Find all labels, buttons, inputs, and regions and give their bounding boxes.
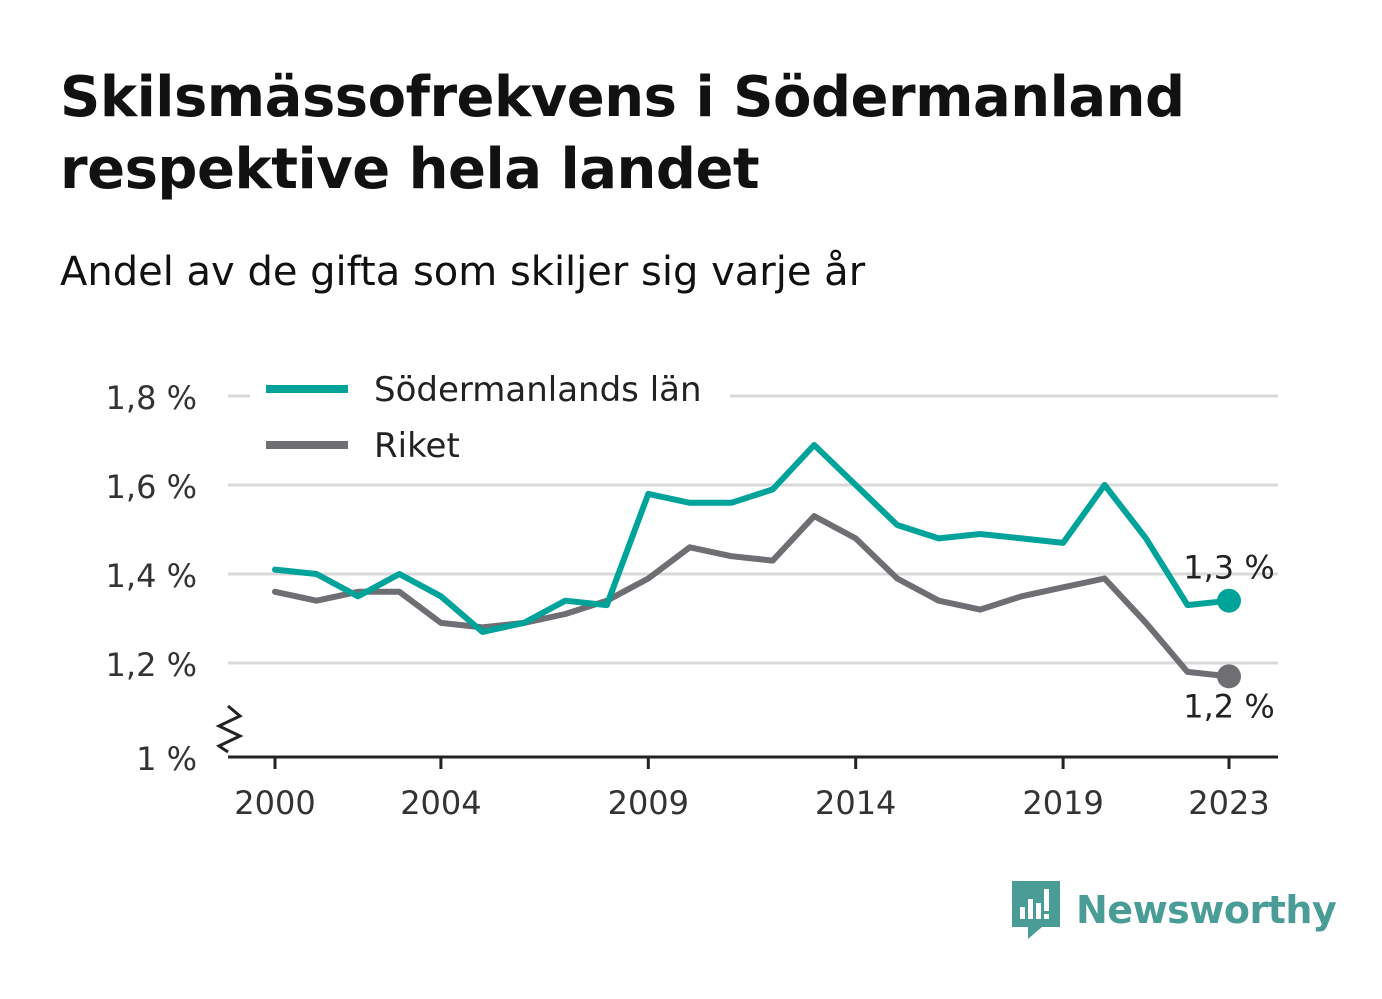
brand-name: Newsworthy	[1076, 888, 1337, 932]
x-tick-label: 2000	[234, 784, 315, 822]
y-tick-label: 1,6 %	[106, 468, 197, 506]
series	[272, 442, 1241, 689]
legend-label: Södermanlands län	[374, 370, 702, 410]
legend-background	[250, 366, 730, 476]
newsworthy-logo-icon	[1012, 881, 1060, 939]
legend-label: Riket	[374, 426, 460, 466]
axis-break-icon	[215, 704, 244, 754]
series-end-label: 1,3 %	[1183, 549, 1274, 587]
y-tick-label: 1 %	[136, 740, 197, 778]
chart-subtitle: Andel av de gifta som skiljer sig varje …	[60, 249, 866, 295]
series-end-label: 1,2 %	[1183, 687, 1274, 725]
y-tick-label: 1,4 %	[106, 557, 197, 595]
x-tick-label: 2009	[608, 784, 689, 822]
x-tick-label: 2014	[815, 784, 896, 822]
series-line-sodermanland	[272, 442, 1232, 635]
axes: 1 % 1,2 % 1,4 % 1,6 % 1,8 % 2000 2004 2009 2014 2…	[106, 379, 1278, 822]
y-tick-label: 1,2 %	[106, 646, 197, 684]
data-labels: 1,3 % 1,2 %	[1183, 549, 1274, 726]
series-end-point	[1217, 588, 1241, 613]
brand-logo: Newsworthy	[1010, 878, 1337, 942]
series-end-point	[1217, 664, 1241, 689]
x-tick-label: 2019	[1022, 784, 1103, 822]
x-tick-label: 2023	[1188, 784, 1269, 822]
y-tick-label: 1,8 %	[106, 379, 197, 417]
x-tick-label: 2004	[400, 784, 481, 822]
chart-title: Skilsmässofrekvens i Södermanland respek…	[60, 65, 1185, 202]
legend: Södermanlands län Riket	[250, 366, 730, 476]
series-line-riket	[272, 513, 1232, 680]
